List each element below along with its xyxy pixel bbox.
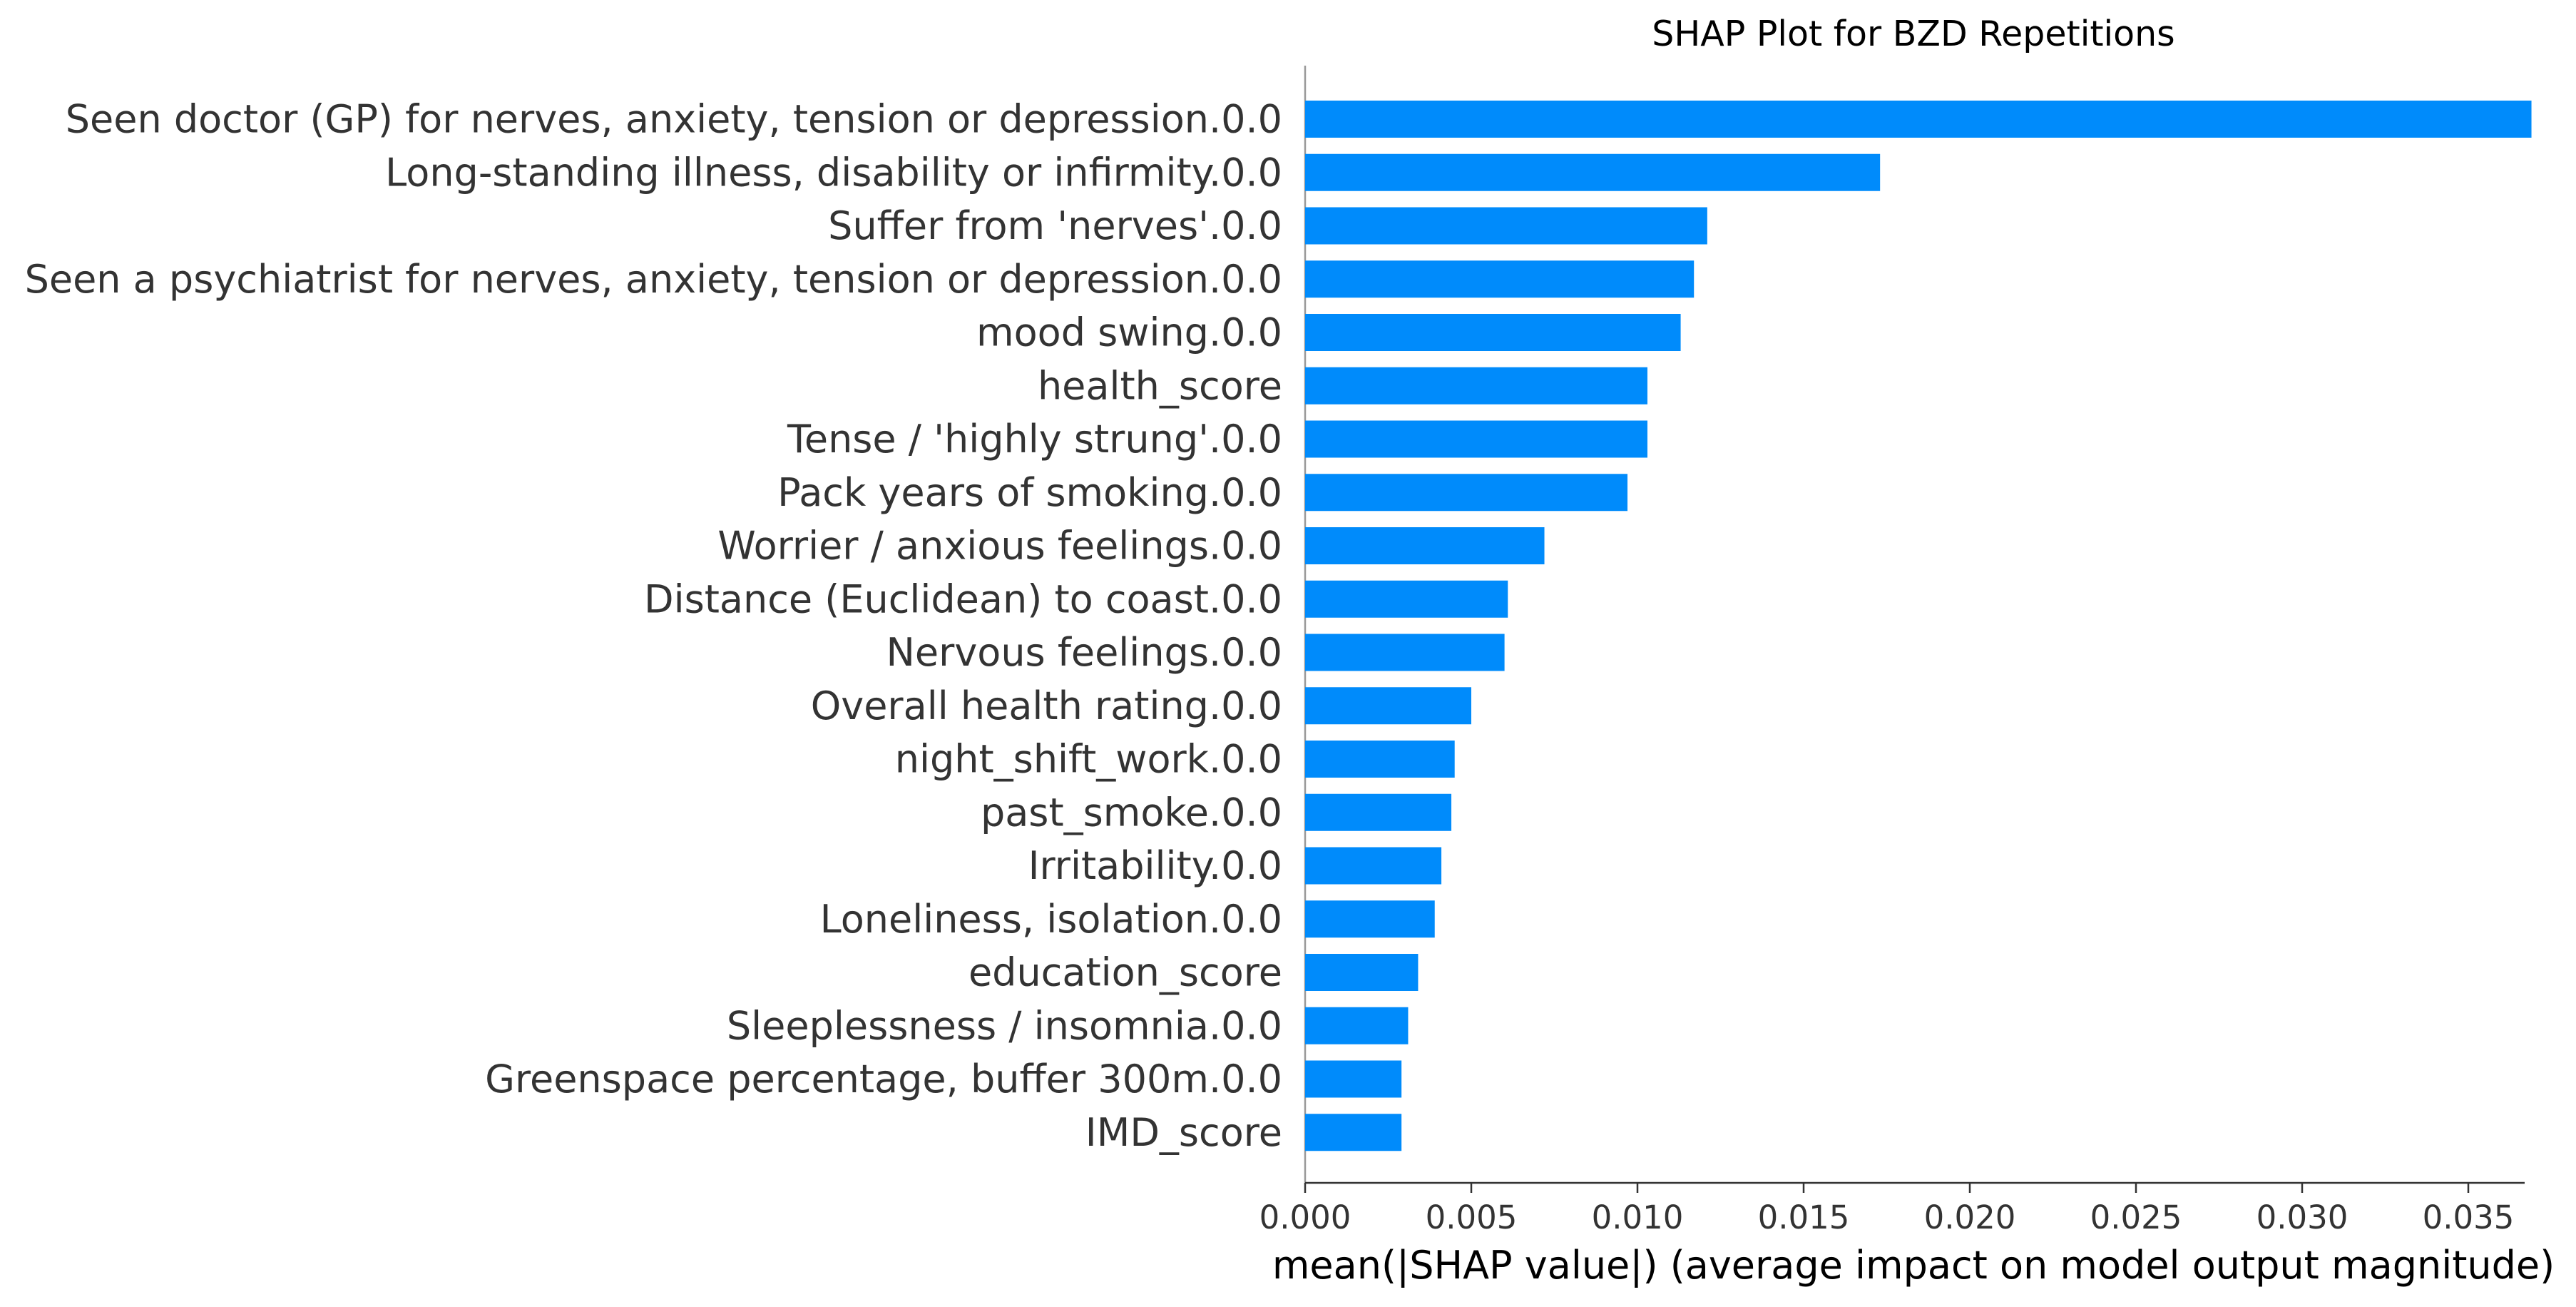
category-label: Suffer from 'nerves'.0.0 [828,203,1282,248]
bar [1305,900,1435,938]
bar [1305,634,1505,671]
bar [1305,260,1695,298]
bar [1305,153,1881,191]
bar [1305,954,1419,991]
bar [1305,101,2532,138]
category-label: Seen a psychiatrist for nerves, anxiety,… [25,257,1282,302]
category-label: night_shift_work.0.0 [895,737,1282,782]
bar [1305,527,1545,564]
x-tick-label: 0.005 [1426,1199,1518,1236]
x-tick-label: 0.035 [2423,1199,2515,1236]
bar [1305,1007,1409,1044]
bar [1305,474,1628,512]
bar [1305,1060,1402,1098]
bar [1305,420,1647,458]
category-label: Nervous feelings.0.0 [886,630,1282,675]
x-tick-label: 0.015 [1758,1199,1850,1236]
category-label: IMD_score [1085,1110,1282,1155]
category-label: Pack years of smoking.0.0 [777,470,1282,515]
bar [1305,367,1647,405]
category-labels-group: Seen doctor (GP) for nerves, anxiety, te… [25,97,1282,1155]
bar [1305,741,1455,778]
category-label: Overall health rating.0.0 [811,683,1282,728]
category-label: Sleeplessness / insomnia.0.0 [727,1003,1282,1048]
x-tick-label: 0.000 [1259,1199,1351,1236]
chart-title: SHAP Plot for BZD Repetitions [1652,14,2174,54]
x-axis-label: mean(|SHAP value|) (average impact on mo… [1272,1243,2555,1288]
category-label: Long-standing illness, disability or inf… [385,150,1282,195]
category-label: Seen doctor (GP) for nerves, anxiety, te… [66,97,1282,142]
bar [1305,1114,1402,1151]
x-tick-label: 0.030 [2256,1199,2348,1236]
category-label: Greenspace percentage, buffer 300m.0.0 [485,1057,1282,1102]
category-label: education_score [968,950,1282,995]
x-tick-label: 0.020 [1924,1199,2016,1236]
bar [1305,207,1707,245]
x-tick-label: 0.025 [2090,1199,2182,1236]
bar [1305,793,1452,831]
bar [1305,687,1471,725]
category-label: Distance (Euclidean) to coast.0.0 [644,576,1282,621]
category-label: mood swing.0.0 [976,310,1282,355]
bars-group [1305,101,2532,1151]
bar [1305,580,1508,618]
category-label: past_smoke.0.0 [981,790,1282,835]
x-ticks-group: 0.000 0.005 0.010 0.015 0.020 0.025 0.030 0.035 [1259,1183,2515,1236]
category-label: Worrier / anxious feelings.0.0 [717,524,1282,569]
category-label: health_score [1038,363,1282,408]
category-label: Tense / 'highly strung'.0.0 [787,417,1282,462]
x-tick-label: 0.010 [1592,1199,1684,1236]
bar [1305,847,1442,885]
category-label: Irritability.0.0 [1028,843,1282,888]
bar [1305,314,1681,351]
category-label: Loneliness, isolation.0.0 [820,897,1282,942]
